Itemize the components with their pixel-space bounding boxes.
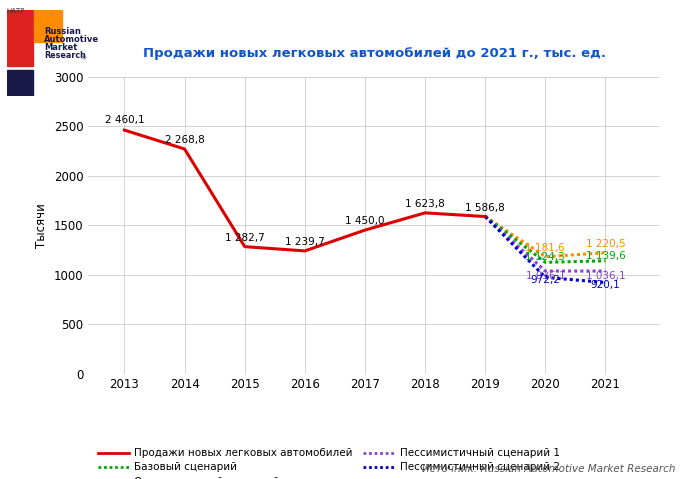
Text: 1 220,5: 1 220,5 (585, 240, 626, 250)
Text: 1 124,3: 1 124,3 (526, 252, 565, 262)
Text: Research: Research (44, 51, 86, 60)
Text: Продажи новых легковых автомобилей до 2021 г., тыс. ед.: Продажи новых легковых автомобилей до 20… (143, 47, 605, 60)
Legend: Продажи новых легковых автомобилей, Базовый сценарий, Оптимистичный сценарий, Пе: Продажи новых легковых автомобилей, Базо… (94, 444, 564, 479)
Text: 1 586,8: 1 586,8 (465, 203, 505, 213)
Text: 2 460,1: 2 460,1 (105, 115, 144, 125)
Bar (7, 10, 33, 66)
Text: Источник: Russian Automotive Market Research: Источник: Russian Automotive Market Rese… (422, 464, 675, 474)
Text: 1 139,6: 1 139,6 (585, 251, 626, 261)
Bar (34, 10, 62, 42)
Text: НАТР: НАТР (7, 8, 25, 14)
Text: 2 268,8: 2 268,8 (165, 135, 205, 145)
Text: 1 036,1: 1 036,1 (526, 271, 565, 281)
Text: 1 036,1: 1 036,1 (585, 271, 626, 281)
Y-axis label: Тысячи: Тысячи (35, 203, 48, 248)
Text: Russian: Russian (44, 26, 81, 35)
Text: ®: ® (80, 57, 86, 62)
Text: 1 623,8: 1 623,8 (405, 199, 445, 209)
Text: Market: Market (44, 43, 78, 52)
Text: 972,2: 972,2 (530, 275, 560, 285)
Text: 1 450,0: 1 450,0 (345, 217, 385, 227)
Text: 1 239,7: 1 239,7 (285, 237, 325, 247)
Text: 1 282,7: 1 282,7 (225, 233, 265, 243)
Text: Automotive: Automotive (44, 34, 99, 44)
Text: 920,1: 920,1 (591, 280, 620, 290)
Text: 1 181,6: 1 181,6 (526, 243, 565, 253)
Bar (7, 70, 33, 96)
